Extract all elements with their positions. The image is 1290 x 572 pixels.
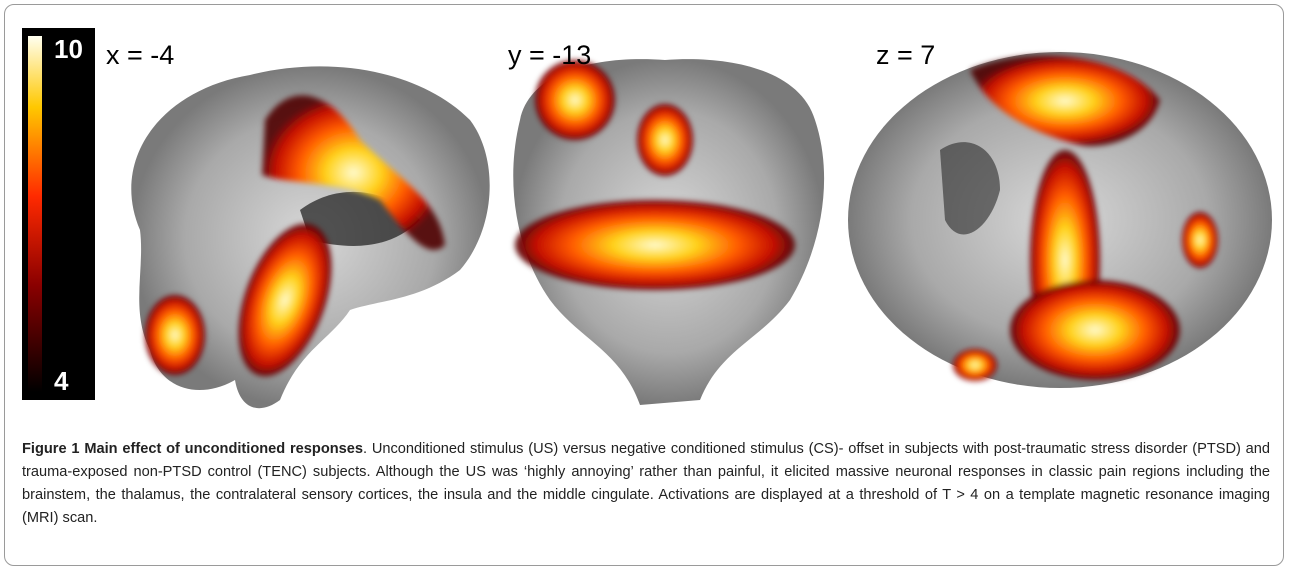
activation: [637, 104, 693, 176]
slice-label: z = 7: [876, 40, 935, 70]
colorbar-min: 4: [54, 366, 69, 396]
activation: [145, 295, 205, 375]
activation: [535, 60, 615, 140]
slice-label: y = -13: [508, 40, 591, 70]
colorbar-max: 10: [54, 34, 83, 64]
caption-title: Main effect of unconditioned responses: [84, 441, 363, 457]
activation: [1010, 280, 1180, 380]
activation: [953, 349, 997, 381]
coronal-slice: [513, 59, 824, 405]
caption: Figure 1 Main effect of unconditioned re…: [22, 438, 1270, 530]
axial-slice: [848, 52, 1272, 388]
page: 10 4 x = -4 y = -13 z = 7 Figure: [0, 0, 1290, 572]
activation: [1182, 212, 1218, 268]
slice-label: x = -4: [106, 40, 174, 70]
colorbar-gradient: [28, 36, 42, 392]
activation: [515, 200, 795, 290]
figure-image: 10 4 x = -4 y = -13 z = 7: [0, 0, 1290, 430]
sagittal-slice: [131, 66, 489, 408]
caption-label: Figure 1: [22, 441, 80, 457]
